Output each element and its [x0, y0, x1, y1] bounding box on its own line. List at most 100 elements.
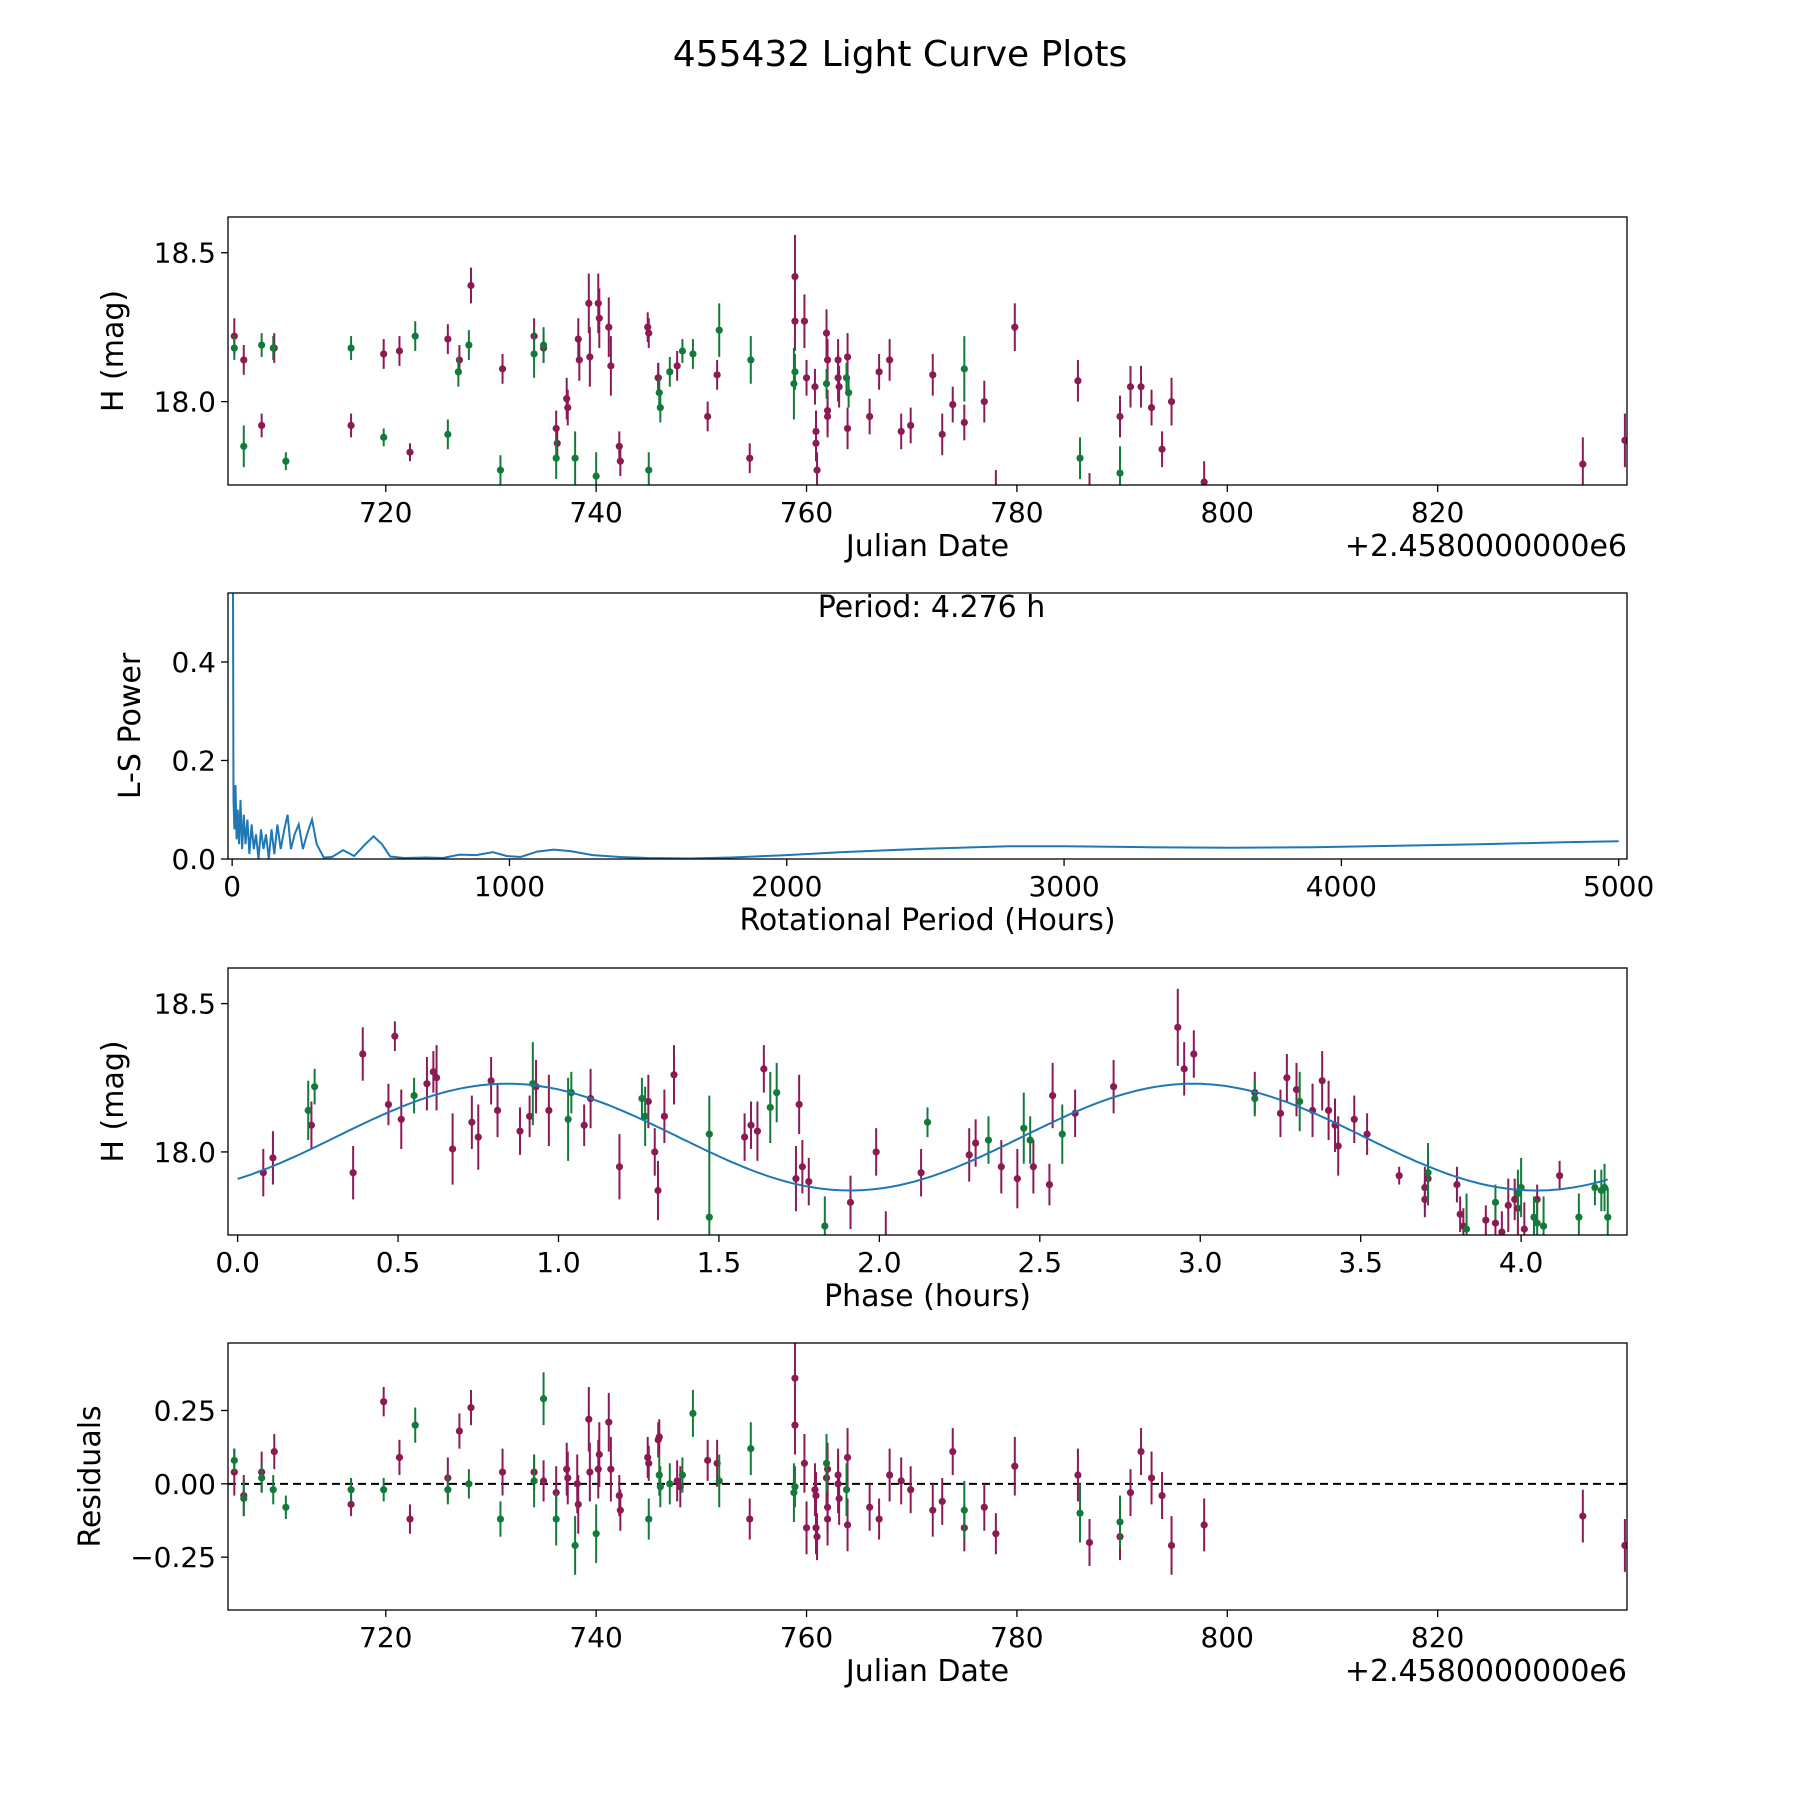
data-point: [586, 353, 594, 361]
data-point: [760, 1065, 768, 1073]
y-tick-label: −0.25: [130, 1541, 216, 1574]
x-tick-label: 0.5: [376, 1246, 421, 1279]
data-point: [1074, 1471, 1082, 1479]
data-point: [552, 1515, 560, 1523]
data-point: [821, 1222, 829, 1230]
data-point: [240, 356, 248, 364]
data-point: [1058, 1130, 1066, 1138]
data-point: [230, 344, 238, 352]
data-point: [795, 1100, 803, 1109]
data-point: [258, 1474, 266, 1482]
data-point: [834, 374, 842, 382]
data-point: [660, 1112, 668, 1120]
data-point: [465, 341, 473, 349]
data-point: [347, 1486, 355, 1494]
data-point: [1600, 1183, 1609, 1192]
data-point: [605, 1418, 613, 1426]
data-point: [359, 1050, 367, 1058]
data-point: [545, 1106, 553, 1114]
data-point: [282, 1503, 290, 1511]
data-point: [678, 1471, 687, 1479]
y-tick-label: 0.2: [171, 744, 216, 777]
data-point: [1200, 478, 1208, 485]
y-axis-label: H (mag): [96, 290, 131, 412]
data-point: [746, 454, 754, 462]
data-point: [429, 1068, 437, 1076]
x-tick-label: 2.0: [857, 1246, 902, 1279]
data-point: [258, 421, 266, 430]
data-point: [467, 1403, 475, 1412]
data-point: [1049, 1091, 1057, 1100]
data-point: [972, 1139, 980, 1147]
data-point: [1137, 1447, 1145, 1456]
data-point: [929, 1506, 937, 1514]
data-point: [645, 329, 653, 337]
data-point: [897, 427, 905, 435]
data-point: [960, 418, 968, 427]
data-point: [1276, 1109, 1285, 1117]
data-point: [811, 383, 819, 391]
plot-area: [232, 593, 1619, 859]
data-point: [822, 380, 831, 388]
data-point: [670, 1071, 678, 1079]
data-point: [380, 1398, 388, 1406]
data-point: [800, 317, 809, 325]
data-point: [834, 1480, 842, 1488]
data-point: [1116, 412, 1124, 421]
data-point: [1026, 1136, 1034, 1144]
data-point: [1116, 469, 1124, 477]
data-point: [715, 1477, 723, 1485]
data-point: [705, 1130, 713, 1138]
data-point: [592, 1530, 600, 1538]
data-point: [666, 368, 674, 376]
data-point: [307, 1121, 316, 1129]
data-point: [530, 350, 538, 358]
data-point: [526, 1112, 534, 1120]
data-point: [715, 326, 723, 334]
data-point: [813, 1533, 821, 1541]
data-point: [866, 1503, 874, 1511]
data-point: [585, 1415, 593, 1423]
data-point: [805, 1178, 813, 1186]
data-point: [467, 281, 475, 290]
data-point: [347, 344, 355, 352]
data-point: [704, 412, 712, 421]
data-point: [638, 1094, 646, 1103]
data-point: [1011, 323, 1019, 331]
x-tick-label: 780: [990, 496, 1043, 529]
data-point: [747, 1445, 755, 1453]
y-tick-label: 18.0: [154, 1136, 216, 1169]
data-point: [349, 1169, 357, 1177]
data-point: [1533, 1219, 1541, 1227]
panel-light-curve: 720 740 760 780 800 820 18.0 18.5 Julian Date H (…: [96, 216, 1628, 564]
data-point: [886, 1471, 894, 1479]
data-point: [468, 1118, 476, 1126]
data-point: [741, 1133, 749, 1141]
data-point: [654, 374, 662, 382]
data-point: [843, 1453, 852, 1462]
data-point: [539, 1395, 548, 1403]
period-annotation: Period: 4.276 h: [818, 590, 1046, 625]
series-line: [232, 593, 1619, 859]
x-tick-label: 4000: [1306, 870, 1377, 903]
data-point: [498, 1468, 507, 1476]
x-axis-label: Julian Date: [844, 529, 1009, 564]
data-point: [455, 356, 464, 364]
x-tick-label: 5000: [1583, 870, 1654, 903]
data-point: [240, 442, 248, 450]
data-point: [465, 1480, 473, 1488]
data-point: [845, 389, 853, 397]
data-point: [530, 1477, 538, 1485]
data-point: [1363, 1130, 1371, 1138]
data-point: [410, 1091, 418, 1100]
data-point: [592, 472, 600, 480]
data-point: [791, 272, 799, 281]
x-tick-label: 800: [1201, 1621, 1254, 1654]
data-point: [607, 362, 615, 370]
data-point: [907, 1486, 915, 1494]
figure-title: 455432 Light Curve Plots: [673, 34, 1127, 75]
data-point: [493, 1106, 502, 1114]
data-point: [704, 1456, 712, 1464]
data-point: [923, 1118, 932, 1126]
y-axis-label: Residuals: [73, 1405, 108, 1547]
